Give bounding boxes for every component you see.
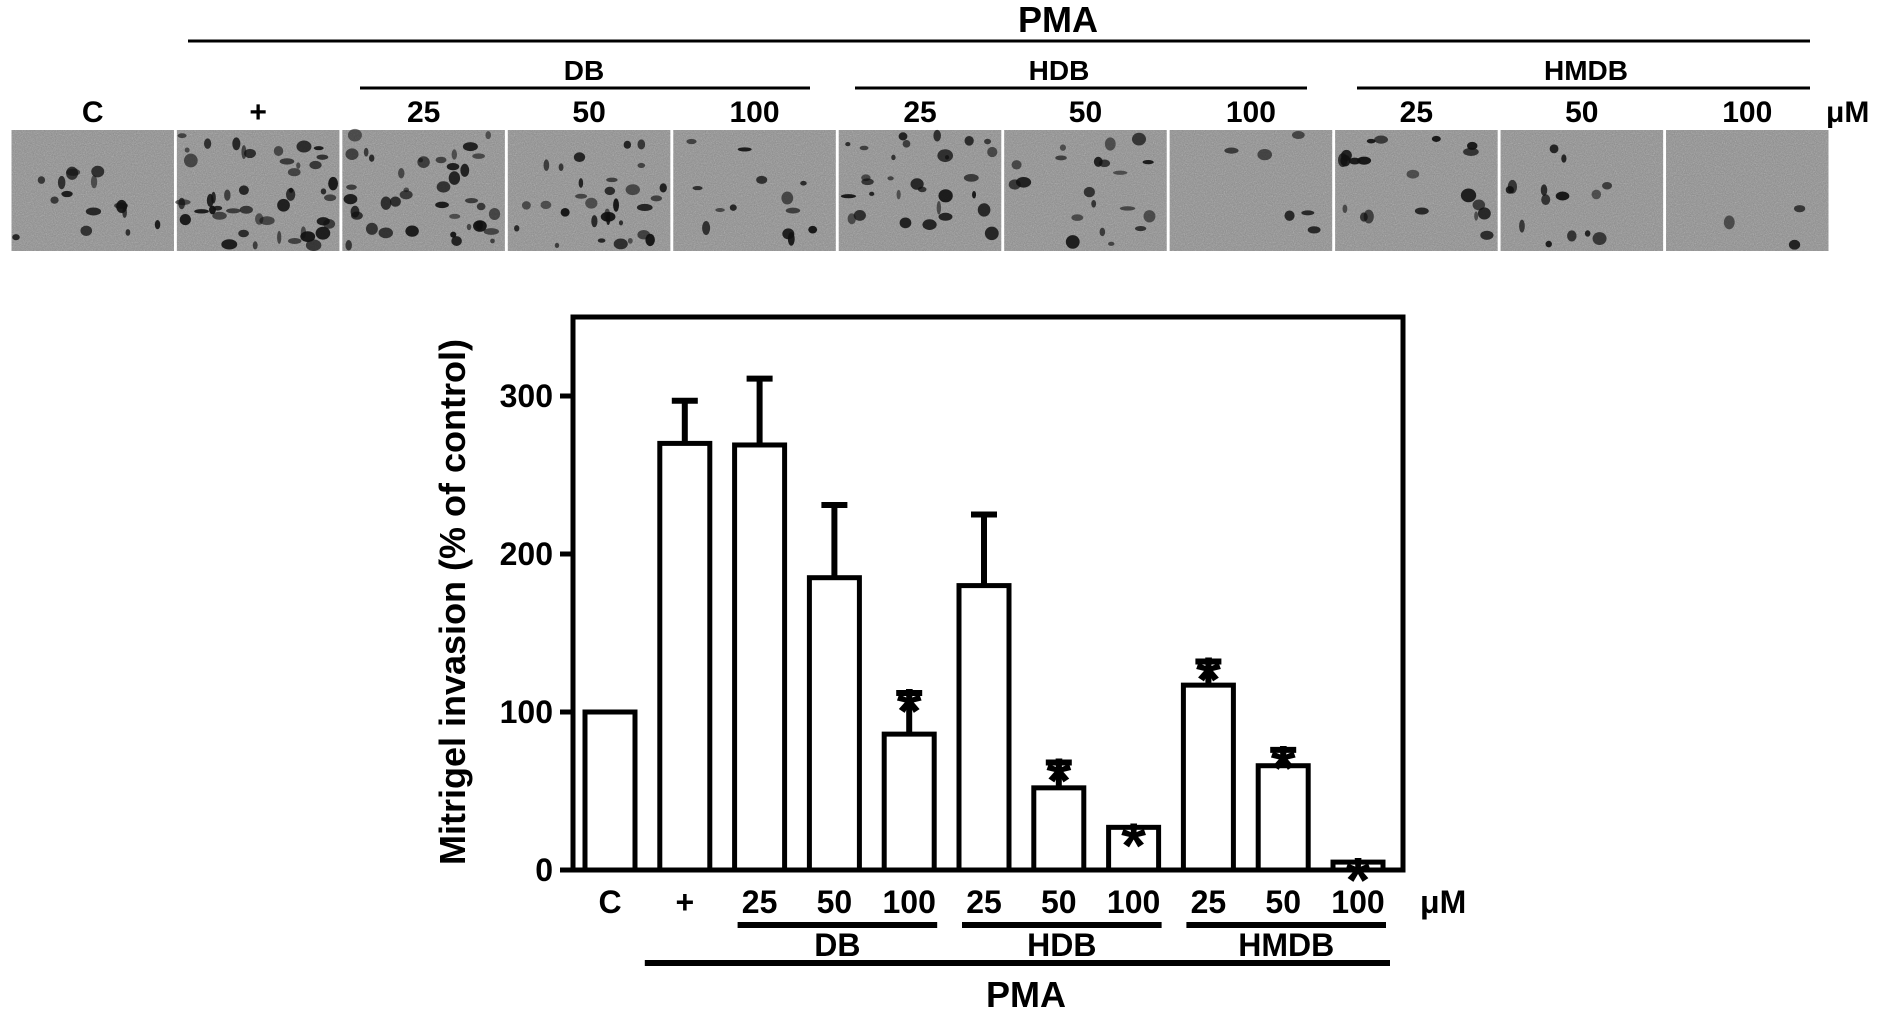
x-tick-label: + [675, 884, 694, 920]
pma-label: PMA [986, 974, 1066, 1015]
micrograph-column-labels: C +25 50 100 25 50 100 25 50 100 [82, 96, 1772, 129]
micro-pma-label: PMA [1018, 0, 1098, 40]
error-bar [971, 511, 997, 586]
bar [956, 583, 1012, 873]
error-bar [896, 690, 923, 735]
x-tick-label: C [598, 884, 621, 920]
micrograph-column-label: 50 [1565, 96, 1598, 129]
x-tick-label: 25 [742, 884, 778, 920]
significance-star: * [1046, 745, 1071, 817]
y-axis-label: Mitrigel invasion (% of control) [432, 339, 473, 865]
micrograph-column-label: + [249, 96, 267, 129]
x-tick-label: 50 [1265, 884, 1301, 920]
micrograph-image [342, 128, 505, 251]
bar [732, 442, 788, 873]
micrograph-column-label: C [82, 96, 104, 129]
micrograph-image [1335, 130, 1498, 251]
error-bar [671, 397, 698, 444]
micro-group-label-hmdb: HMDB [1544, 55, 1628, 86]
bar-chart: Mitrigel invasion (% of control) 0 100 200… [432, 314, 1466, 1015]
micrograph-image [11, 130, 174, 251]
micrograph-column-label: 100 [730, 96, 780, 129]
micrograph-column-label: 100 [1722, 96, 1772, 129]
micrograph-image [1666, 130, 1829, 251]
error-bars [671, 375, 1297, 788]
y-tick-label: 300 [500, 378, 553, 414]
significance-star: * [1271, 732, 1296, 804]
bar [657, 440, 713, 873]
error-bar [1270, 746, 1297, 766]
x-tick-label: 100 [883, 884, 936, 920]
micrograph-image [1169, 130, 1333, 251]
micro-unit-label: μM [1826, 96, 1869, 129]
micrograph-column-label: 25 [1400, 96, 1433, 129]
x-tick-label: 100 [1331, 884, 1384, 920]
x-tick-label: 50 [817, 884, 853, 920]
plot-frame [570, 314, 1406, 873]
micrograph-column-label: 25 [903, 96, 936, 129]
x-axis-labels: C +25 50 100 25 50 100 25 50 100 [598, 884, 1384, 920]
significance-markers: ****** [897, 643, 1371, 916]
bar [582, 709, 638, 873]
micrograph-image [507, 130, 671, 251]
y-tick-label: 100 [500, 694, 553, 730]
bars [582, 440, 1386, 873]
micro-group-label-db: DB [564, 55, 604, 86]
error-bar [1195, 658, 1222, 686]
micrograph-column-label: 50 [1069, 96, 1102, 129]
micrograph-images [11, 128, 1829, 252]
micrograph-column-label: 25 [407, 96, 440, 129]
group-label: HDB [1027, 927, 1096, 963]
micrograph-panel: PMA DB HDB HMDB μM C +25 50 100 25 50 100 25 50 1… [11, 0, 1869, 252]
micrograph-image [673, 130, 836, 251]
micrograph-image [1500, 130, 1664, 251]
y-axis-ticks: 0 100 200 300 [500, 378, 573, 888]
significance-star: * [1346, 844, 1371, 916]
micrograph-image [175, 130, 340, 252]
micrograph-column-label: 50 [572, 96, 605, 129]
bar [806, 575, 862, 873]
micro-group-label-hdb: HDB [1029, 55, 1090, 86]
error-bar [746, 375, 773, 445]
x-tick-label: 100 [1107, 884, 1160, 920]
significance-star: * [897, 675, 922, 747]
group-brackets: DB HDB HMDB [737, 922, 1386, 963]
bar [881, 731, 937, 873]
x-unit-label: μM [1420, 884, 1466, 920]
x-tick-label: 25 [1191, 884, 1227, 920]
x-tick-label: 25 [966, 884, 1002, 920]
y-tick-label: 200 [500, 536, 553, 572]
group-label: HMDB [1238, 927, 1334, 963]
x-tick-label: 50 [1041, 884, 1077, 920]
error-bar [821, 502, 848, 578]
error-bar [1045, 759, 1072, 788]
micrograph-image [1004, 130, 1167, 251]
y-tick-label: 0 [535, 852, 553, 888]
micrograph-column-label: 100 [1226, 96, 1276, 129]
micrograph-image [838, 129, 1002, 251]
significance-star: * [1196, 643, 1221, 715]
group-label: DB [814, 927, 860, 963]
